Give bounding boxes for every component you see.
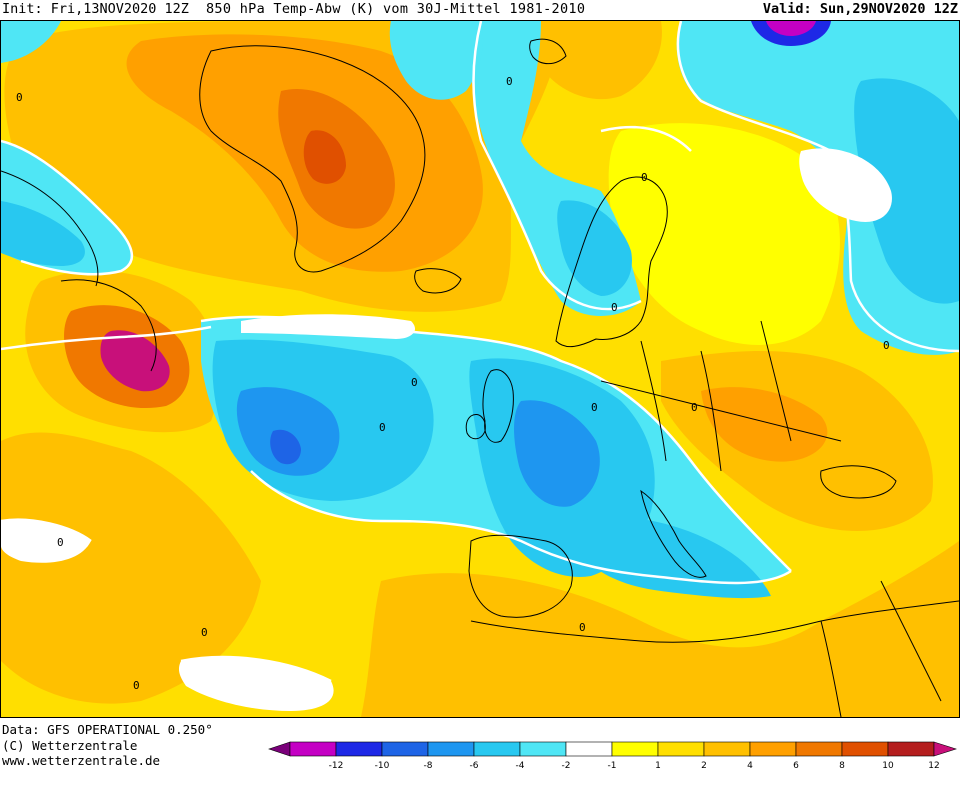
legend-bar: -12 -10 -8 -6 -4 -2 -1 1 2 4 6 8 10 12 xyxy=(268,741,957,771)
warm-anomaly-area-russia xyxy=(608,123,840,345)
neutral-band-russia xyxy=(799,148,892,222)
legend-tick-label: -6 xyxy=(470,761,479,771)
contour-label: 0 xyxy=(883,339,890,352)
legend-arrow-max xyxy=(933,741,957,757)
legend-swatch xyxy=(473,741,521,757)
legend-tick-label: 2 xyxy=(701,761,707,771)
cold-anomaly-core-atlantic xyxy=(236,387,340,476)
legend-swatch xyxy=(703,741,751,757)
data-source: Data: GFS OPERATIONAL 0.250° xyxy=(2,722,213,737)
legend-tick-label: -4 xyxy=(516,761,525,771)
zero-contours xyxy=(1,21,959,683)
legend-swatch xyxy=(565,741,613,757)
contour-label: 0 xyxy=(133,679,140,692)
legend-swatch xyxy=(887,741,935,757)
legend-swatch xyxy=(519,741,567,757)
cold-anomaly-core-siberia xyxy=(854,78,959,304)
legend-tick-label: 4 xyxy=(747,761,753,771)
warm-anomaly-area-eastern-europe xyxy=(701,387,828,462)
warm-anomaly-peak-labrador xyxy=(100,330,170,392)
temperature-anomaly-map: 0 0 0 0 0 0 0 0 0 0 0 0 0 xyxy=(0,20,960,718)
legend-swatch xyxy=(335,741,383,757)
contour-label: 0 xyxy=(691,401,698,414)
contour-label: 0 xyxy=(201,626,208,639)
map-header: Init: Fri,13NOV2020 12Z 850 hPa Temp-Abw… xyxy=(0,0,970,20)
legend-swatch xyxy=(841,741,889,757)
cold-anomaly-area-mediterranean xyxy=(581,517,771,599)
contour-label: 0 xyxy=(506,75,513,88)
color-legend: -12 -10 -8 -6 -4 -2 -1 1 2 4 6 8 10 12 xyxy=(268,740,958,780)
contour-label: 0 xyxy=(16,91,23,104)
cold-anomaly-core-france xyxy=(514,400,600,507)
neutral-band-west-atlantic xyxy=(1,519,91,563)
legend-swatch xyxy=(381,741,429,757)
contour-label: 0 xyxy=(57,536,64,549)
contour-label: 0 xyxy=(411,376,418,389)
map-canvas: 0 0 0 0 0 0 0 0 0 0 0 0 0 xyxy=(1,21,959,717)
legend-tick-label: -12 xyxy=(329,761,344,771)
legend-swatch xyxy=(657,741,705,757)
legend-tick-label: -2 xyxy=(562,761,571,771)
legend-tick-label: 6 xyxy=(793,761,799,771)
copyright: (C) Wetterzentrale xyxy=(2,737,138,753)
warm-anomaly-area-north-africa xyxy=(361,541,959,717)
contour-labels: 0 0 0 0 0 0 0 0 0 0 0 0 0 xyxy=(16,75,890,692)
contour-label: 0 xyxy=(591,401,598,414)
cold-anomaly-peak-atlantic xyxy=(270,429,301,465)
init-time: Init: Fri,13NOV2020 12Z xyxy=(2,1,189,17)
legend-tick-label: 10 xyxy=(882,761,894,771)
legend-swatch xyxy=(749,741,797,757)
warm-anomaly-area-atlantic xyxy=(1,432,261,704)
contour-label: 0 xyxy=(611,301,618,314)
legend-tick-label: 12 xyxy=(928,761,939,771)
legend-tick-label: 8 xyxy=(839,761,845,771)
cold-anomaly-area-iceland xyxy=(389,21,483,100)
cold-anomaly-core-canada xyxy=(1,201,85,266)
legend-tick-label: 1 xyxy=(655,761,661,771)
map-title: 850 hPa Temp-Abw (K) vom 30J-Mittel 1981… xyxy=(206,1,586,17)
cold-anomaly-core-scandinavia xyxy=(557,200,632,296)
neutral-band-south-atlantic xyxy=(178,657,334,711)
legend-tick-label: -10 xyxy=(375,761,390,771)
contour-label: 0 xyxy=(579,621,586,634)
neutral-band-atlantic xyxy=(241,314,416,339)
contour-label: 0 xyxy=(641,171,648,184)
legend-tick-label: -1 xyxy=(608,761,617,771)
cold-anomaly-extreme-arctic xyxy=(766,21,816,36)
legend-arrow-min xyxy=(268,741,291,757)
legend-swatch xyxy=(611,741,659,757)
footer-credits: Data: GFS OPERATIONAL 0.250° (C) Wetterz… xyxy=(2,722,213,769)
cold-anomaly-area-canadian-arctic xyxy=(1,21,61,63)
legend-swatch xyxy=(289,741,337,757)
legend-swatch xyxy=(795,741,843,757)
legend-tick-label: -8 xyxy=(424,761,433,771)
warm-anomaly-area-barents xyxy=(530,21,662,100)
website-url: www.wetterzentrale.de xyxy=(2,753,161,768)
coastlines xyxy=(1,38,959,717)
legend-swatch xyxy=(427,741,475,757)
valid-time: Valid: Sun,29NOV2020 12Z xyxy=(762,1,958,17)
contour-label: 0 xyxy=(379,421,386,434)
warm-anomaly-peak-greenland xyxy=(303,130,346,184)
